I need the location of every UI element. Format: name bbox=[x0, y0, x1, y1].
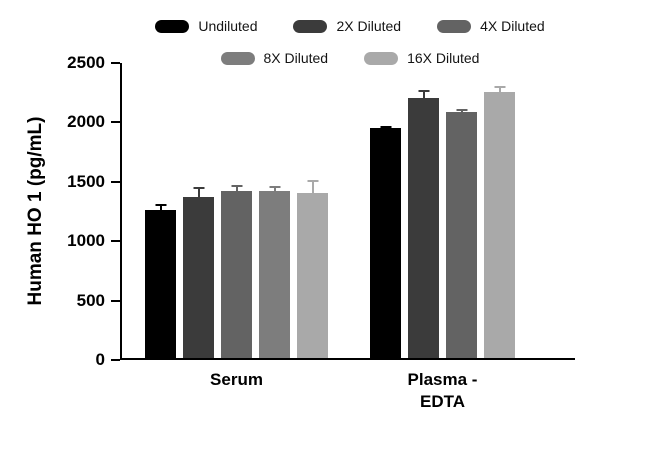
bar-4x-diluted-serum bbox=[221, 185, 252, 360]
legend-label: Undiluted bbox=[198, 18, 258, 34]
plot-area: 0 500 1000 1500 2000 2500 bbox=[67, 53, 575, 369]
legend-label: 4X Diluted bbox=[480, 18, 545, 34]
legend-item-undiluted: Undiluted bbox=[155, 18, 257, 34]
y-tick-500 bbox=[111, 299, 120, 302]
bar-16x-diluted-serum bbox=[297, 180, 328, 360]
error-cap-2x-diluted-serum bbox=[193, 187, 204, 190]
legend-label: 2X Diluted bbox=[336, 18, 402, 34]
legend-swatch-icon bbox=[220, 51, 255, 65]
error-cap-16x-diluted-serum bbox=[307, 180, 318, 183]
bar-group-plasma-edta bbox=[370, 86, 515, 360]
error-bar-16x-diluted-serum bbox=[311, 180, 314, 194]
error-bar-16x-diluted-plasma-edta bbox=[498, 86, 501, 92]
x-category-label-serum: Serum bbox=[210, 370, 263, 389]
y-tick-label-500: 500 bbox=[76, 290, 105, 310]
legend-label: 8X Diluted bbox=[263, 50, 329, 66]
legend: Undiluted 2X Diluted 4X Diluted 8X Diluted 1… bbox=[50, 18, 650, 66]
legend-label: 16X Diluted bbox=[407, 50, 480, 66]
bar-4x-diluted-plasma-edta bbox=[446, 108, 477, 360]
y-tick-2500 bbox=[111, 62, 120, 64]
y-tick-label-1500: 1500 bbox=[67, 171, 105, 191]
error-cap-4x-diluted-serum bbox=[231, 185, 242, 188]
y-tick-2000 bbox=[111, 121, 120, 124]
error-cap-undiluted-plasma-edta bbox=[380, 125, 391, 128]
y-tick-label-1000: 1000 bbox=[67, 231, 105, 251]
legend-item-4x-diluted: 4X Diluted bbox=[437, 18, 545, 34]
x-axis-line bbox=[120, 358, 575, 360]
bar-undiluted-plasma-edta bbox=[370, 125, 401, 360]
bar-8x-diluted-serum bbox=[259, 185, 290, 360]
bar-2x-diluted-serum bbox=[183, 187, 214, 360]
y-tick-label-2000: 2000 bbox=[67, 112, 105, 132]
error-cap-4x-diluted-plasma-edta bbox=[456, 108, 467, 111]
y-axis-title: Human HO 1 (pg/mL) bbox=[25, 116, 46, 306]
error-cap-undiluted-serum bbox=[155, 204, 166, 207]
error-cap-2x-diluted-plasma-edta bbox=[418, 90, 429, 93]
error-bar-4x-diluted-serum bbox=[235, 185, 238, 192]
bar-2x-diluted-plasma-edta bbox=[408, 90, 439, 360]
y-tick-1500 bbox=[111, 180, 120, 183]
legend-swatch-icon bbox=[437, 19, 472, 33]
error-bar-2x-diluted-serum bbox=[197, 187, 200, 198]
y-tick-label-0: 0 bbox=[95, 350, 105, 369]
error-cap-16x-diluted-plasma-edta bbox=[494, 86, 505, 89]
bar-undiluted-serum bbox=[145, 204, 176, 360]
error-cap-8x-diluted-serum bbox=[269, 185, 280, 188]
y-tick-0 bbox=[111, 359, 120, 361]
legend-item-2x-diluted: 2X Diluted bbox=[293, 18, 401, 34]
legend-swatch-icon bbox=[293, 19, 328, 33]
legend-swatch-icon bbox=[364, 51, 399, 65]
x-category-label-plasma-edta: Plasma - EDTA bbox=[407, 370, 478, 411]
y-tick-1000 bbox=[111, 240, 120, 243]
error-bar-undiluted-serum bbox=[159, 204, 162, 210]
legend-item-8x-diluted: 8X Diluted bbox=[220, 50, 329, 66]
y-tick-label-2500: 2500 bbox=[67, 53, 105, 72]
bar-group-serum bbox=[145, 180, 328, 360]
error-bar-8x-diluted-serum bbox=[273, 185, 276, 192]
bar-16x-diluted-plasma-edta bbox=[484, 86, 515, 360]
error-bar-2x-diluted-plasma-edta bbox=[422, 90, 425, 99]
legend-swatch-icon bbox=[155, 19, 190, 33]
legend-row-1: Undiluted 2X Diluted 4X Diluted bbox=[155, 18, 545, 34]
y-axis-line bbox=[120, 63, 122, 360]
legend-row-2: 8X Diluted 16X Diluted bbox=[220, 50, 479, 66]
legend-item-16x-diluted: 16X Diluted bbox=[364, 50, 479, 66]
